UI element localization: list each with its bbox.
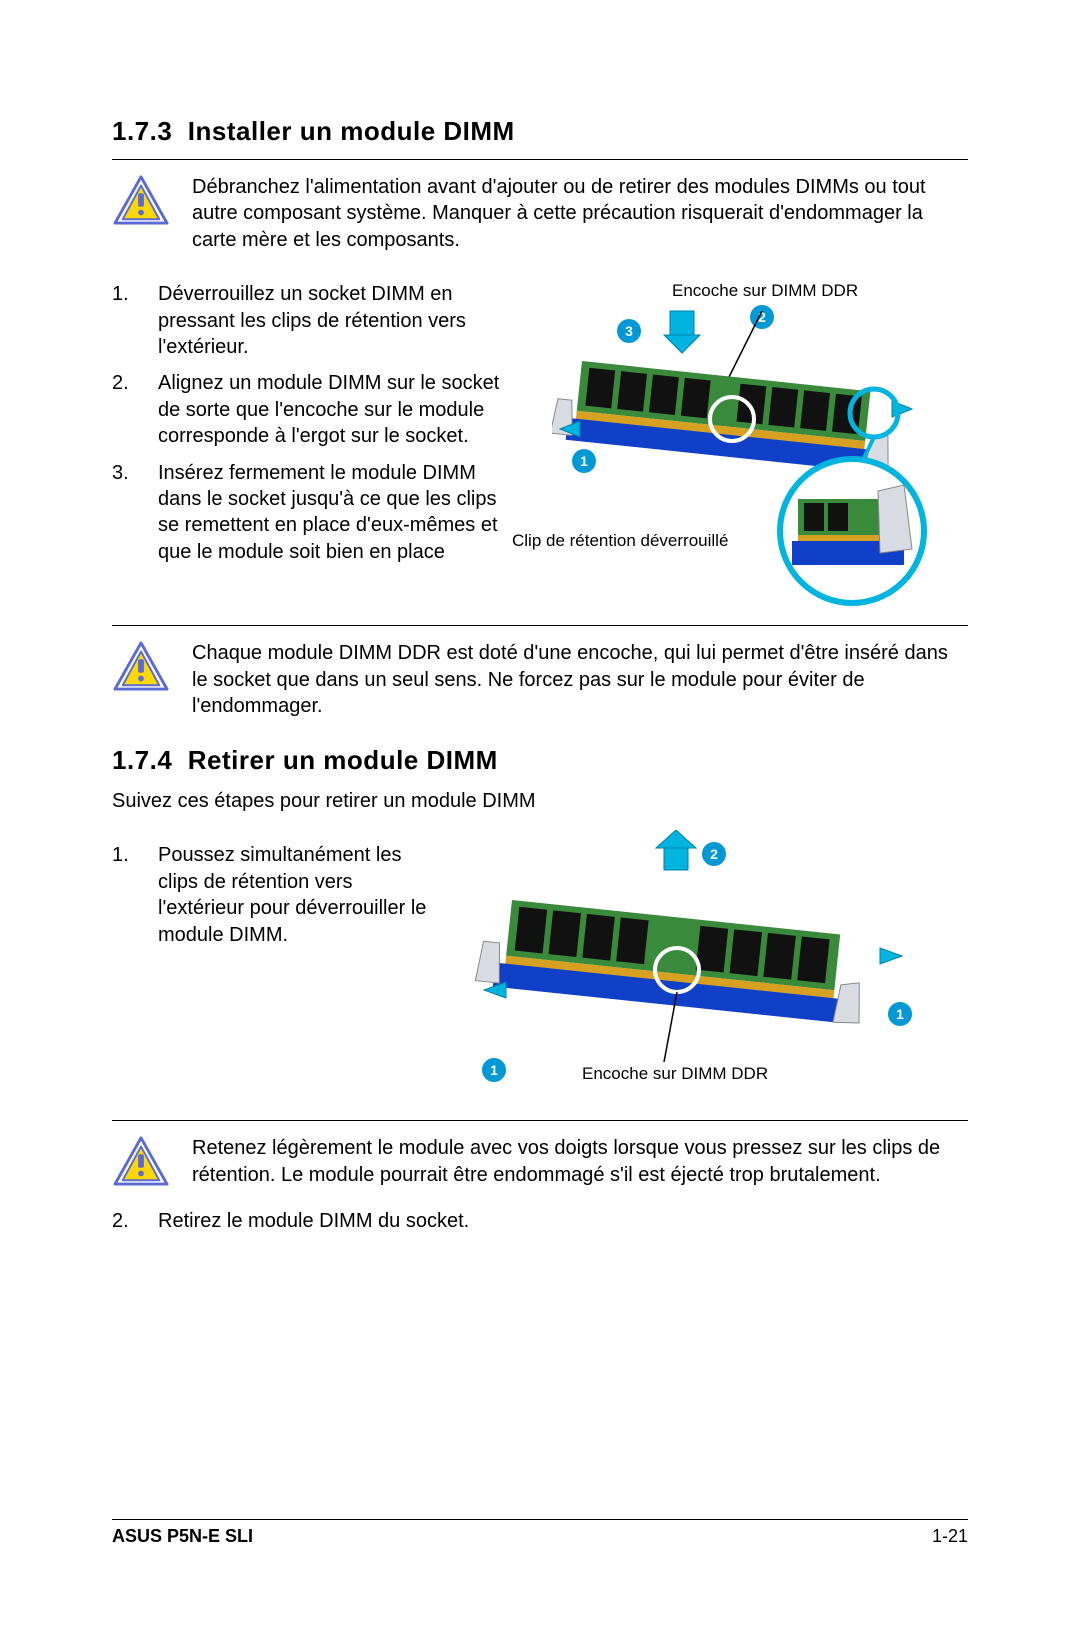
warning-icon: [112, 1135, 170, 1187]
remove-step-2: 2. Retirez le module DIMM du socket.: [112, 1208, 968, 1234]
diagram-label-notch: Encoche sur DIMM DDR: [672, 281, 858, 301]
remove-two-col: Poussez simultanément les clips de réten…: [112, 842, 968, 1102]
section-173-num: 1.7.3: [112, 116, 172, 146]
warning-icon: [112, 174, 170, 226]
install-step-1: Déverrouillez un socket DIMM en pressant…: [112, 281, 502, 360]
diagram-label-clip: Clip de rétention déverrouillé: [512, 531, 728, 551]
dimm-install-svg: [552, 301, 952, 621]
section-174-title: Retirer un module DIMM: [188, 745, 498, 775]
diagram-label-notch-2: Encoche sur DIMM DDR: [582, 1064, 768, 1084]
remove-steps: Poussez simultanément les clips de réten…: [112, 842, 432, 948]
warning-1-text: Débranchez l'alimentation avant d'ajoute…: [192, 174, 968, 253]
rule: [112, 625, 968, 626]
section-174-intro: Suivez ces étapes pour retirer un module…: [112, 788, 968, 814]
section-173-title: Installer un module DIMM: [188, 116, 515, 146]
warning-callout-1: Débranchez l'alimentation avant d'ajoute…: [112, 174, 968, 253]
remove-step-1: Poussez simultanément les clips de réten…: [112, 842, 432, 948]
rule: [112, 1120, 968, 1121]
install-steps: Déverrouillez un socket DIMM en pressant…: [112, 281, 502, 565]
dimm-remove-svg: [472, 830, 922, 1080]
note-callout: Chaque module DIMM DDR est doté d'une en…: [112, 640, 968, 719]
note-text: Chaque module DIMM DDR est doté d'une en…: [192, 640, 968, 719]
page-footer: ASUS P5N-E SLI 1-21: [112, 1519, 968, 1547]
install-two-col: Déverrouillez un socket DIMM en pressant…: [112, 281, 968, 621]
warning-callout-2: Retenez légèrement le module avec vos do…: [112, 1135, 968, 1188]
warning-icon: [112, 640, 170, 692]
section-174-num: 1.7.4: [112, 745, 172, 775]
remove-diagram: 2 1 1: [442, 842, 968, 1102]
install-diagram: Encoche sur DIMM DDR 3 2 1: [512, 281, 968, 621]
remove-step-2-text: Retirez le module DIMM du socket.: [158, 1210, 469, 1232]
footer-product: ASUS P5N-E SLI: [112, 1526, 253, 1547]
rule: [112, 159, 968, 160]
install-step-2: Alignez un module DIMM sur le socket de …: [112, 370, 502, 449]
remove-step-2-num: 2.: [112, 1208, 129, 1234]
footer-page-number: 1-21: [932, 1526, 968, 1547]
install-step-3: Insérez fermement le module DIMM dans le…: [112, 460, 502, 566]
section-174-heading: 1.7.4 Retirer un module DIMM: [112, 745, 968, 776]
warning-2-text: Retenez légèrement le module avec vos do…: [192, 1135, 968, 1188]
section-173-heading: 1.7.3 Installer un module DIMM: [112, 116, 968, 147]
